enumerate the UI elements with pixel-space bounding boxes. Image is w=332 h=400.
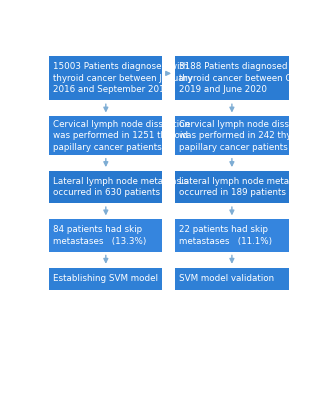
Text: Lateral lymph node metastasis
occurred in 189 patients: Lateral lymph node metastasis occurred i… [179, 177, 314, 197]
Text: 22 patients had skip
metastases   (11.1%): 22 patients had skip metastases (11.1%) [179, 225, 272, 246]
Text: Cervical lymph node dissection
was performed in 242 thyroid
papillary cancer pat: Cervical lymph node dissection was perfo… [179, 120, 316, 152]
Text: Lateral lymph node metastasis
occurred in 630 patients: Lateral lymph node metastasis occurred i… [53, 177, 188, 197]
FancyBboxPatch shape [49, 268, 162, 290]
FancyBboxPatch shape [49, 219, 162, 252]
Text: 84 patients had skip
metastases   (13.3%): 84 patients had skip metastases (13.3%) [53, 225, 146, 246]
FancyBboxPatch shape [175, 116, 289, 155]
Text: Cervical lymph node dissection
was performed in 1251 thyroid
papillary cancer pa: Cervical lymph node dissection was perfo… [53, 120, 190, 152]
Text: 3188 Patients diagnosed with
thyroid cancer between October
2019 and June 2020: 3188 Patients diagnosed with thyroid can… [179, 62, 320, 94]
FancyBboxPatch shape [49, 56, 162, 100]
FancyBboxPatch shape [49, 171, 162, 203]
Text: 15003 Patients diagnosed with
thyroid cancer between January
2016 and September : 15003 Patients diagnosed with thyroid ca… [53, 62, 193, 94]
FancyBboxPatch shape [175, 56, 289, 100]
FancyBboxPatch shape [175, 171, 289, 203]
Text: SVM model validation: SVM model validation [179, 274, 274, 283]
FancyBboxPatch shape [175, 219, 289, 252]
FancyBboxPatch shape [175, 268, 289, 290]
Text: Establishing SVM model: Establishing SVM model [53, 274, 158, 283]
FancyBboxPatch shape [49, 116, 162, 155]
